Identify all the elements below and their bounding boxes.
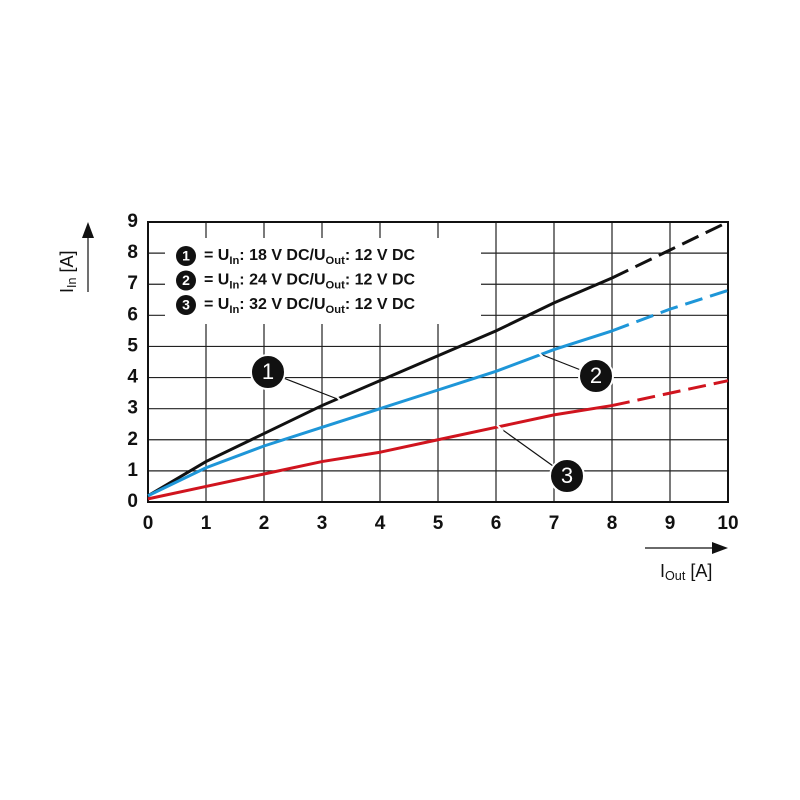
legend-marker-label: 2 — [182, 272, 190, 288]
x-tick-label: 5 — [433, 513, 444, 534]
callout-label: 1 — [262, 359, 274, 384]
text-part: I — [57, 288, 77, 293]
callout-circle — [549, 458, 585, 494]
y-tick-label: 8 — [127, 242, 138, 263]
y-tick-label: 2 — [127, 429, 138, 450]
series-line-dashed — [611, 220, 729, 280]
callout-gap — [496, 424, 504, 432]
subscript: Out — [326, 255, 346, 267]
x-tick-label: 6 — [491, 513, 502, 534]
series-line-dashed — [611, 289, 729, 333]
subscript: In — [229, 304, 239, 316]
x-axis-arrowhead — [712, 542, 728, 554]
text-part: : 32 V DC/U — [239, 296, 325, 313]
callout-label: 3 — [561, 463, 573, 488]
text-part: : 12 V DC — [345, 272, 416, 289]
legend-marker — [176, 295, 196, 315]
text-part: [A] — [57, 250, 77, 277]
legend-marker-label: 3 — [182, 297, 190, 313]
text-part: I — [660, 561, 665, 581]
legend-marker-label: 1 — [182, 248, 190, 264]
y-tick-label: 5 — [127, 335, 138, 356]
subscript: In — [229, 279, 239, 291]
y-tick-label: 7 — [127, 273, 138, 294]
y-axis-label: IIn [A] — [57, 250, 80, 293]
series-line — [147, 404, 613, 501]
legend-marker — [176, 270, 196, 291]
x-tick-label: 4 — [375, 513, 386, 534]
callout-circle — [250, 354, 286, 390]
text-part: : 12 V DC — [345, 247, 416, 264]
y-axis-arrowhead — [82, 222, 94, 238]
subscript: Out — [326, 304, 346, 316]
x-tick-label: 1 — [201, 513, 212, 534]
y-tick-label: 4 — [127, 367, 138, 388]
text-part: = U — [204, 247, 229, 264]
legend-label: = UIn: 24 V DC/UOut: 12 V DC — [204, 272, 416, 292]
x-tick-label: 8 — [607, 513, 618, 534]
callout-gap — [536, 350, 544, 358]
text-part: : 12 V DC — [345, 296, 416, 313]
subscript: In — [229, 255, 239, 267]
y-tick-label: 6 — [127, 304, 138, 325]
series-line — [147, 276, 613, 498]
x-tick-label: 9 — [665, 513, 676, 534]
x-tick-label: 2 — [259, 513, 270, 534]
plot-frame — [147, 221, 729, 503]
callout-label: 2 — [590, 363, 602, 388]
text-part: : 24 V DC/U — [239, 272, 325, 289]
x-axis-label: IOut [A] — [660, 561, 712, 584]
legend-label: = UIn: 18 V DC/UOut: 12 V DC — [204, 247, 416, 267]
y-tick-label: 0 — [127, 491, 138, 512]
callout-circle — [578, 358, 614, 394]
x-tick-label: 7 — [549, 513, 560, 534]
text-part: : 18 V DC/U — [239, 247, 325, 264]
x-tick-label: 0 — [143, 513, 154, 534]
callout-gap — [336, 396, 344, 404]
series-line — [147, 329, 613, 498]
x-tick-label: 10 — [717, 513, 738, 534]
x-tick-label: 3 — [317, 513, 328, 534]
subscript: Out — [665, 569, 686, 583]
text-part: [A] — [685, 561, 712, 581]
series-line-dashed — [611, 379, 729, 408]
y-tick-label: 1 — [127, 460, 138, 481]
legend-marker — [176, 246, 196, 266]
legend-box — [165, 238, 481, 324]
subscript: Out — [326, 279, 346, 291]
y-tick-label: 9 — [127, 211, 138, 232]
legend-label: = UIn: 32 V DC/UOut: 12 V DC — [204, 296, 416, 316]
y-tick-label: 3 — [127, 398, 138, 419]
text-part: = U — [204, 296, 229, 313]
text-part: = U — [204, 272, 229, 289]
subscript: In — [65, 277, 79, 288]
